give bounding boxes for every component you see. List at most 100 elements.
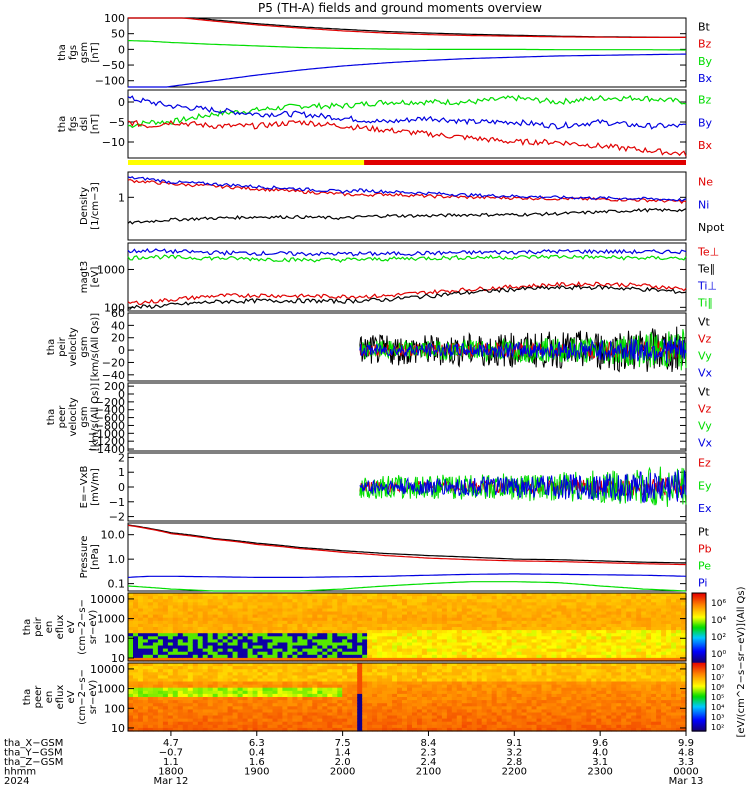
legend-entry-Npot: Npot bbox=[698, 221, 725, 234]
y-axis-label: Density bbox=[79, 187, 90, 225]
y-axis-label: (cm−2−s− bbox=[77, 599, 88, 655]
legend-entry-Vt: Vt bbox=[698, 315, 711, 328]
legend-entry-By: By bbox=[698, 55, 713, 68]
legend-entry-Ne: Ne bbox=[698, 176, 713, 189]
y-axis-label: tha bbox=[57, 116, 68, 132]
y-axis-label: velocity bbox=[68, 327, 79, 366]
legend-entry-Vx: Vx bbox=[698, 366, 713, 379]
y-tick-label: 60 bbox=[111, 307, 125, 320]
legend-entry-Vy: Vy bbox=[698, 419, 712, 432]
y-axis-label: peir bbox=[33, 616, 44, 636]
y-tick-label: 1 bbox=[118, 466, 125, 479]
y-tick-label: 40 bbox=[111, 319, 125, 332]
legend-entry-Vy: Vy bbox=[698, 349, 712, 362]
y-axis-label: [nT] bbox=[90, 114, 101, 134]
y-axis-label: dsl bbox=[79, 117, 90, 131]
y-axis-label: gsm bbox=[79, 42, 90, 63]
legend-entry-Pt: Pt bbox=[698, 525, 710, 538]
y-axis-label: peer bbox=[57, 405, 68, 429]
legend-entry-Vx: Vx bbox=[698, 436, 713, 449]
legend-entry-Te⊥: Te⊥ bbox=[697, 245, 719, 258]
legend-entry-Pi: Pi bbox=[698, 576, 707, 589]
series-line-Bz bbox=[128, 18, 686, 37]
y-tick-label: −100 bbox=[95, 75, 125, 88]
y-axis-label: gsm bbox=[79, 336, 90, 357]
y-tick-label: 0 bbox=[118, 344, 125, 357]
series-line-Bx bbox=[128, 54, 686, 87]
series-line-Ti∥ bbox=[128, 255, 686, 262]
y-axis-label: peir bbox=[57, 336, 68, 356]
y-tick-label: 10000 bbox=[90, 593, 125, 606]
y-tick-label: 1.0 bbox=[108, 553, 126, 566]
legend-entry-Ez: Ez bbox=[698, 457, 711, 470]
legend-entry-By: By bbox=[698, 116, 713, 129]
y-tick-label: 1000 bbox=[97, 263, 125, 276]
y-axis-label: fgs bbox=[68, 116, 79, 131]
legend-entry-Ex: Ex bbox=[698, 502, 712, 515]
mode-bar-slow bbox=[128, 160, 364, 165]
y-axis-label: tha bbox=[46, 339, 57, 355]
series-line-Ti⊥ bbox=[128, 249, 686, 256]
y-axis-label: tha bbox=[22, 619, 33, 635]
y-tick-label: 1000 bbox=[97, 613, 125, 626]
y-axis-label: [nPa] bbox=[90, 544, 101, 570]
y-axis-label: [km/s(All Qs)] bbox=[90, 383, 101, 451]
series-line-Bx bbox=[128, 121, 686, 157]
y-tick-label: 2 bbox=[118, 451, 125, 464]
y-axis-label: velocity bbox=[68, 397, 79, 436]
y-axis-label: fgs bbox=[68, 45, 79, 60]
y-tick-label: −2 bbox=[109, 511, 125, 524]
y-tick-label: −20 bbox=[102, 356, 125, 369]
y-axis-label: [km/s(All Qs)] bbox=[90, 313, 101, 381]
y-axis-label: tha bbox=[46, 409, 57, 425]
y-axis-label: E=−VxB bbox=[79, 466, 90, 509]
legend-entry-Ti∥: Ti∥ bbox=[697, 296, 713, 309]
y-axis-label: sr−eV) bbox=[88, 610, 99, 645]
panel-frame bbox=[128, 383, 686, 451]
legend-entry-Bz: Bz bbox=[698, 94, 712, 107]
series-line-Pb bbox=[128, 525, 686, 564]
y-axis-label: Pressure bbox=[79, 536, 90, 579]
series-line-Ne bbox=[128, 180, 686, 204]
legend-entry-Vz: Vz bbox=[698, 332, 712, 345]
legend-entry-Bx: Bx bbox=[698, 139, 713, 152]
y-tick-label: 50 bbox=[111, 28, 125, 41]
y-tick-label: −1 bbox=[109, 496, 125, 509]
legend-entry-Pb: Pb bbox=[698, 542, 712, 555]
legend-entry-Vz: Vz bbox=[698, 402, 712, 415]
series-line-Pi bbox=[128, 574, 686, 578]
series-line-Npot bbox=[128, 209, 686, 224]
legend-entry-Bx: Bx bbox=[698, 72, 713, 85]
y-axis-label: gsm bbox=[79, 406, 90, 427]
y-axis-label: en bbox=[44, 621, 55, 634]
mode-bar-fast bbox=[364, 160, 686, 165]
y-axis-label: [mV/m] bbox=[90, 468, 101, 506]
series-line-Bz bbox=[128, 96, 686, 128]
panel-frame bbox=[128, 172, 686, 240]
y-tick-label: −10 bbox=[102, 136, 125, 149]
legend-entry-Ti⊥: Ti⊥ bbox=[697, 279, 717, 292]
legend-entry-Pe: Pe bbox=[698, 559, 711, 572]
panel-frame bbox=[128, 18, 686, 87]
y-tick-label: 100 bbox=[104, 632, 125, 645]
legend-entry-Ni: Ni bbox=[698, 198, 709, 211]
series-line-Pe bbox=[128, 582, 686, 591]
series-line-Te⊥ bbox=[128, 282, 686, 304]
y-axis-label: [eV] bbox=[90, 267, 101, 288]
y-tick-label: 0 bbox=[118, 96, 125, 109]
y-tick-label: 100 bbox=[104, 12, 125, 25]
legend-entry-Ey: Ey bbox=[698, 479, 712, 492]
y-tick-label: −5 bbox=[109, 116, 125, 129]
y-tick-label: 1 bbox=[118, 191, 125, 204]
series-line-Te∥ bbox=[128, 286, 686, 310]
y-axis-label: [nT] bbox=[90, 42, 101, 62]
y-axis-label: [1/cm−3] bbox=[90, 182, 101, 230]
legend-entry-Bz: Bz bbox=[698, 38, 712, 51]
y-tick-label: −50 bbox=[102, 59, 125, 72]
panel-frame bbox=[128, 453, 686, 521]
y-tick-label: 0.1 bbox=[108, 578, 126, 591]
legend-entry-Vt: Vt bbox=[698, 385, 711, 398]
legend-entry-Bt: Bt bbox=[698, 20, 711, 33]
